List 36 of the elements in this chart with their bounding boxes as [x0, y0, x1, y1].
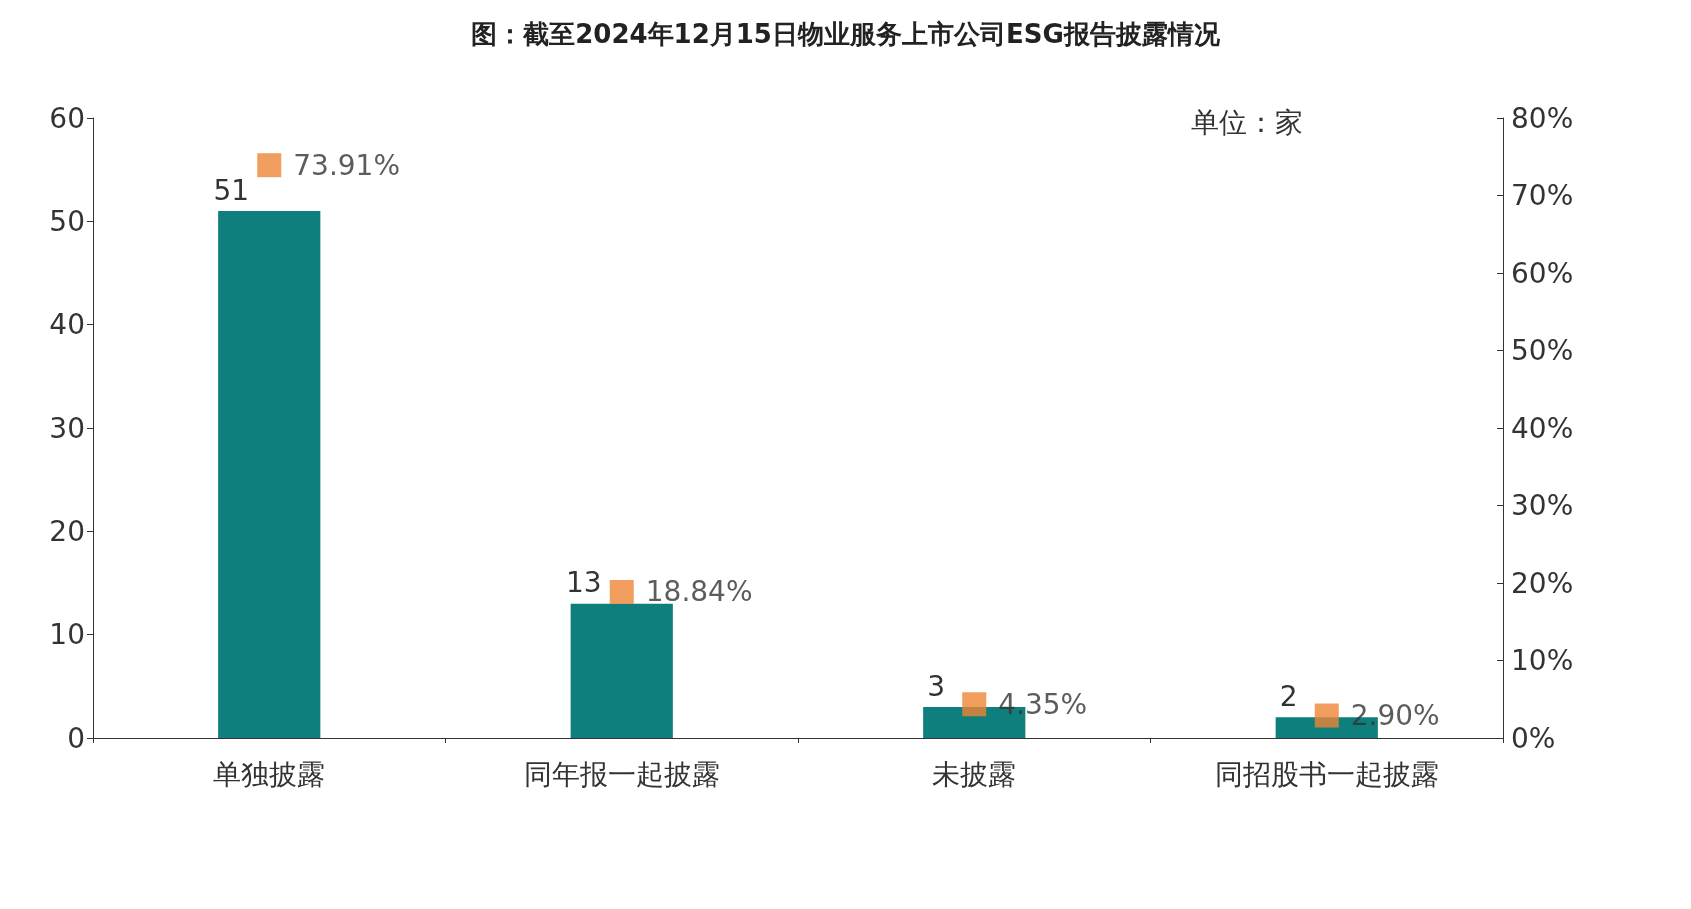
- y-tick-label: 50: [49, 204, 85, 238]
- bar: [570, 603, 673, 738]
- y2-tick-label: 10%: [1511, 644, 1574, 677]
- data-label: 18.84%: [645, 575, 753, 609]
- point: [257, 153, 282, 178]
- data-label: 3: [927, 669, 946, 703]
- y2-tick-label: 60%: [1511, 256, 1574, 290]
- y2-tick-label: 70%: [1511, 179, 1574, 212]
- y-tick-label: 60: [49, 101, 85, 135]
- point: [962, 692, 987, 717]
- y-tick-label: 40: [49, 308, 85, 342]
- point: [609, 579, 634, 604]
- y2-tick-label: 80%: [1511, 101, 1574, 135]
- y-tick-label: 0: [67, 721, 85, 755]
- y-tick-label: 30: [49, 411, 85, 445]
- data-label: 51: [213, 173, 250, 207]
- y2-tick-label: 30%: [1511, 489, 1574, 522]
- x-tick-label: 未披露: [932, 757, 1017, 791]
- data-label: 4.35%: [998, 687, 1088, 721]
- x-tick-label: 单独披露: [213, 757, 326, 791]
- bar: [218, 211, 321, 738]
- y2-tick-label: 20%: [1511, 566, 1574, 600]
- x-tick-label: 同年报一起披露: [523, 757, 720, 791]
- y-tick-label: 10: [49, 618, 85, 652]
- data-label: 73.91%: [293, 148, 401, 182]
- y2-tick-label: 0%: [1511, 721, 1556, 755]
- point: [1314, 703, 1339, 728]
- y2-tick-label: 40%: [1511, 411, 1574, 445]
- data-label: 2: [1279, 679, 1298, 713]
- annotation: 单位：家: [1191, 105, 1303, 139]
- chart-title: 图：截至2024年12月15日物业服务上市公司ESG报告披露情况: [471, 19, 1221, 49]
- y-tick-label: 20: [49, 514, 85, 548]
- data-label: 13: [565, 566, 602, 600]
- data-label: 2.90%: [1350, 699, 1440, 733]
- x-tick-label: 同招股书一起披露: [1214, 757, 1439, 791]
- y2-tick-label: 50%: [1511, 334, 1574, 367]
